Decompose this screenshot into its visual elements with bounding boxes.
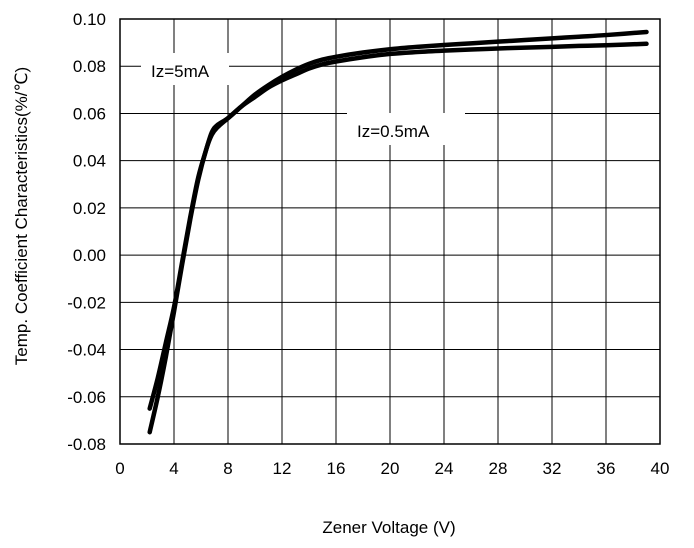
- y-tick-label: -0.02: [67, 293, 106, 312]
- x-tick-label: 36: [597, 459, 616, 478]
- series-label-5ma: Iz=5mA: [151, 62, 210, 81]
- y-tick-label: 0.08: [73, 57, 106, 76]
- x-tick-label: 4: [169, 459, 178, 478]
- x-tick-label: 0: [115, 459, 124, 478]
- plot-border: [119, 18, 661, 445]
- x-tick-label: 24: [435, 459, 454, 478]
- series-label-05ma: Iz=0.5mA: [357, 122, 430, 141]
- series-line-05ma: [147, 41, 649, 435]
- series-label-bg-5ma: [141, 53, 229, 85]
- y-tick-label: -0.08: [67, 435, 106, 454]
- x-tick-label: 40: [651, 459, 670, 478]
- x-tick-label: 12: [273, 459, 292, 478]
- x-tick-labels: 0 4 8 12 16 20 24 28 32 36 40: [115, 459, 669, 478]
- x-tick-label: 8: [223, 459, 232, 478]
- x-tick-label: 32: [543, 459, 562, 478]
- y-axis-title: Temp. Coefficient Characteristics(%/℃): [12, 67, 31, 365]
- plot-frame: [119, 18, 661, 445]
- y-tick-label: -0.06: [67, 388, 106, 407]
- x-tick-label: 16: [327, 459, 346, 478]
- y-tick-label: 0.00: [73, 246, 106, 265]
- y-tick-label: 0.04: [73, 152, 106, 171]
- y-tick-label: 0.10: [73, 10, 106, 29]
- x-tick-label: 28: [489, 459, 508, 478]
- series-layer: [147, 29, 649, 435]
- y-tick-label: 0.02: [73, 199, 106, 218]
- x-tick-label: 20: [381, 459, 400, 478]
- y-tick-labels: 0.10 0.08 0.06 0.04 0.02 0.00 -0.02 -0.04 -0.06 -…: [67, 10, 106, 454]
- y-tick-label: 0.06: [73, 104, 106, 123]
- y-tick-label: -0.04: [67, 341, 106, 360]
- series-label-bg-05ma: [347, 113, 465, 145]
- series-label-layer: Iz=5mA Iz=0.5mA: [141, 53, 465, 145]
- x-axis-title: Zener Voltage (V): [322, 518, 455, 537]
